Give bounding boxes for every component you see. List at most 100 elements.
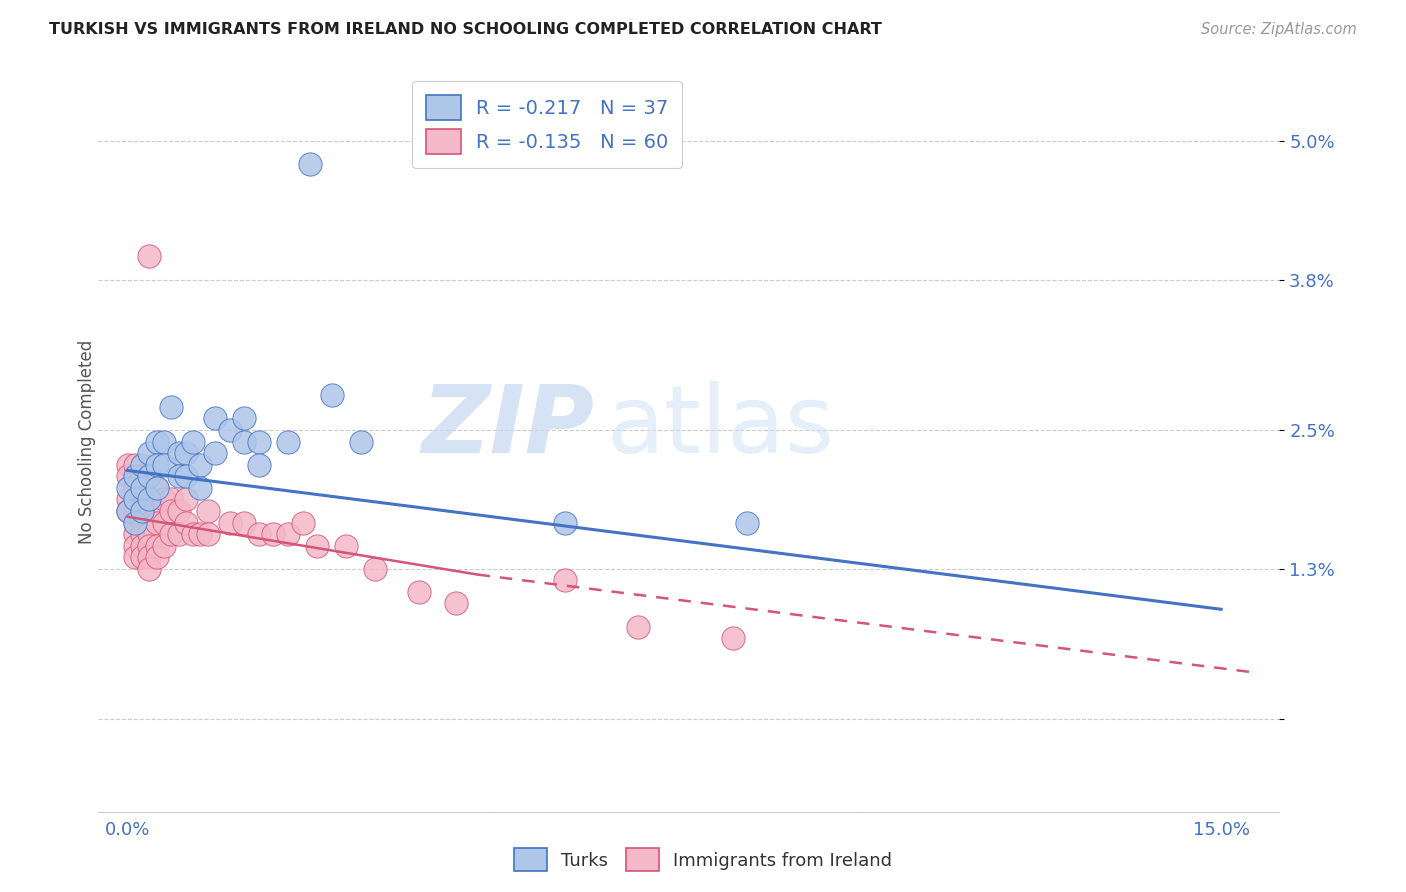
Point bbox=[262, 527, 284, 541]
Text: TURKISH VS IMMIGRANTS FROM IRELAND NO SCHOOLING COMPLETED CORRELATION CHART: TURKISH VS IMMIGRANTS FROM IRELAND NO SC… bbox=[49, 22, 882, 37]
Point bbox=[138, 504, 160, 518]
Point bbox=[204, 446, 226, 460]
Point bbox=[145, 504, 167, 518]
Point bbox=[138, 469, 160, 483]
Point bbox=[117, 504, 139, 518]
Point bbox=[138, 492, 160, 507]
Point bbox=[124, 492, 146, 507]
Point bbox=[117, 458, 139, 472]
Point bbox=[174, 492, 197, 507]
Point bbox=[145, 458, 167, 472]
Point bbox=[233, 434, 256, 449]
Point bbox=[138, 527, 160, 541]
Point bbox=[153, 516, 176, 530]
Point bbox=[131, 504, 153, 518]
Point bbox=[160, 400, 183, 414]
Point bbox=[554, 516, 576, 530]
Point bbox=[138, 250, 160, 264]
Point bbox=[138, 562, 160, 576]
Legend: R = -0.217   N = 37, R = -0.135   N = 60: R = -0.217 N = 37, R = -0.135 N = 60 bbox=[412, 81, 682, 168]
Point bbox=[408, 585, 430, 599]
Legend: Turks, Immigrants from Ireland: Turks, Immigrants from Ireland bbox=[506, 841, 900, 879]
Point bbox=[721, 631, 744, 645]
Point bbox=[153, 539, 176, 553]
Point bbox=[117, 481, 139, 495]
Point bbox=[117, 504, 139, 518]
Point bbox=[190, 481, 212, 495]
Point bbox=[124, 539, 146, 553]
Point bbox=[627, 619, 650, 633]
Point bbox=[153, 434, 176, 449]
Point bbox=[145, 516, 167, 530]
Text: ZIP: ZIP bbox=[422, 381, 595, 473]
Point bbox=[145, 434, 167, 449]
Point bbox=[145, 539, 167, 553]
Point bbox=[298, 157, 321, 171]
Point bbox=[247, 527, 270, 541]
Point bbox=[124, 527, 146, 541]
Point bbox=[124, 458, 146, 472]
Point bbox=[160, 504, 183, 518]
Point bbox=[124, 516, 146, 530]
Point bbox=[350, 434, 373, 449]
Point bbox=[153, 492, 176, 507]
Point bbox=[117, 492, 139, 507]
Point bbox=[735, 516, 758, 530]
Point bbox=[131, 504, 153, 518]
Point bbox=[444, 597, 467, 611]
Point bbox=[190, 527, 212, 541]
Point bbox=[131, 516, 153, 530]
Point bbox=[167, 469, 190, 483]
Point bbox=[131, 481, 153, 495]
Point bbox=[233, 516, 256, 530]
Point bbox=[145, 481, 167, 495]
Point bbox=[138, 516, 160, 530]
Point bbox=[138, 469, 160, 483]
Point bbox=[277, 527, 299, 541]
Point bbox=[181, 434, 204, 449]
Point bbox=[167, 504, 190, 518]
Point bbox=[218, 423, 240, 437]
Point bbox=[153, 458, 176, 472]
Point bbox=[181, 527, 204, 541]
Text: atlas: atlas bbox=[606, 381, 835, 473]
Point bbox=[190, 458, 212, 472]
Point bbox=[131, 527, 153, 541]
Point bbox=[124, 469, 146, 483]
Point bbox=[131, 550, 153, 565]
Point bbox=[554, 574, 576, 588]
Point bbox=[277, 434, 299, 449]
Point bbox=[197, 504, 219, 518]
Point bbox=[131, 481, 153, 495]
Point bbox=[174, 469, 197, 483]
Point bbox=[160, 492, 183, 507]
Point bbox=[307, 539, 329, 553]
Point bbox=[138, 446, 160, 460]
Point bbox=[145, 550, 167, 565]
Point bbox=[335, 539, 357, 553]
Point bbox=[174, 516, 197, 530]
Point bbox=[138, 492, 160, 507]
Point bbox=[124, 481, 146, 495]
Point bbox=[138, 539, 160, 553]
Point bbox=[160, 527, 183, 541]
Point bbox=[204, 411, 226, 425]
Text: Source: ZipAtlas.com: Source: ZipAtlas.com bbox=[1201, 22, 1357, 37]
Point bbox=[131, 458, 153, 472]
Point bbox=[131, 539, 153, 553]
Point bbox=[145, 481, 167, 495]
Point bbox=[218, 516, 240, 530]
Point bbox=[124, 516, 146, 530]
Point bbox=[167, 527, 190, 541]
Point bbox=[247, 458, 270, 472]
Point bbox=[174, 446, 197, 460]
Point bbox=[138, 550, 160, 565]
Point bbox=[197, 527, 219, 541]
Point bbox=[364, 562, 387, 576]
Point bbox=[247, 434, 270, 449]
Point bbox=[291, 516, 314, 530]
Point bbox=[131, 469, 153, 483]
Point bbox=[124, 504, 146, 518]
Point bbox=[124, 550, 146, 565]
Point bbox=[117, 469, 139, 483]
